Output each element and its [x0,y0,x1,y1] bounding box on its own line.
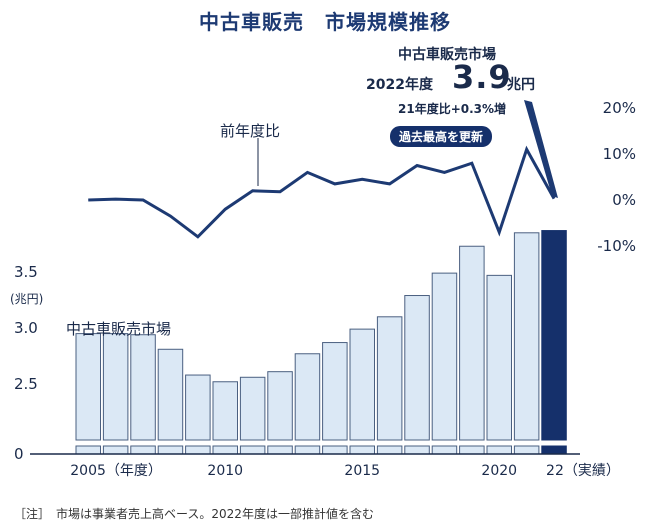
left-tick-label: 3.5 [14,263,38,281]
bar-stub-2006 [102,445,129,455]
bar-stub-2010 [212,445,238,455]
yoy-line [88,145,556,239]
bar-2006 [102,333,129,441]
bar-stub-2011 [239,445,266,455]
right-tick-label: 0% [612,191,636,209]
bar-stub-2008 [157,445,184,455]
callout-pointer [524,100,558,198]
bar-stub-2009 [185,445,211,455]
bar-stub-2007 [130,445,156,455]
bar-2013 [294,353,321,441]
bar-stub-2018 [431,445,458,455]
bar-stub-2013 [294,445,321,455]
axis-break [74,441,569,446]
left-tick-label: 3.0 [14,319,38,337]
bar-2010 [212,381,238,441]
footnote: ［注］ 市場は事業者売上高ベース。2022年度は一部推計値を含む [14,507,374,521]
bar-2005 [75,333,101,441]
x-tick-label: 2010 [207,463,243,479]
bar-2015 [349,328,375,441]
bar-stub-2014 [322,445,348,455]
x-tick-label: 2015 [344,463,380,479]
bar-2016 [376,316,403,441]
bar-stub-2012 [267,445,293,455]
callout-unit: 兆円 [507,77,535,93]
chart-title: 中古車販売 市場規模推移 [199,10,451,34]
callout-yoy: 21年度比+0.3%増 [398,102,507,116]
bar-stub-2022 [541,445,567,455]
bar-2011 [239,376,266,441]
bar-stub-2021 [513,445,540,455]
x-tick-label: 2005（年度） [70,463,162,479]
bar-stub-2016 [376,445,403,455]
bar-2008 [157,348,184,441]
bar-stub-2019 [459,445,485,455]
left-tick-label: 0 [14,445,24,463]
right-tick-label: -10% [597,237,636,255]
bar-2007 [130,334,156,441]
left-axis-unit: (兆円) [10,292,44,306]
bar-stub-2017 [404,445,430,455]
bar-series-label: 中古車販売市場 [66,320,172,338]
bar-2014 [322,342,348,441]
line-series-label: 前年度比 [220,122,281,140]
bar-stub-2020 [486,445,512,455]
right-tick-label: 20% [603,99,636,117]
x-tick-label: 22（実績） [546,463,620,479]
bar-2019 [459,245,485,441]
left-tick-label: 2.5 [14,375,38,393]
bar-2017 [404,295,430,441]
bar-2009 [185,374,211,441]
x-tick-label: 2020 [481,463,517,479]
bar-stub-2005 [75,445,101,455]
bar-2012 [267,371,293,441]
callout-market-label: 中古車販売市場 [398,47,496,63]
bar-2018 [431,272,458,441]
right-tick-label: 10% [603,145,636,163]
bar-2021 [513,232,540,441]
bar-2020 [486,274,512,441]
bar-stub-2015 [349,445,375,455]
callout-year-label: 2022年度 [366,77,433,93]
callout-value: 3.9 [452,58,512,96]
record-badge: 過去最高を更新 [390,126,493,147]
bar-2022 [541,230,567,441]
